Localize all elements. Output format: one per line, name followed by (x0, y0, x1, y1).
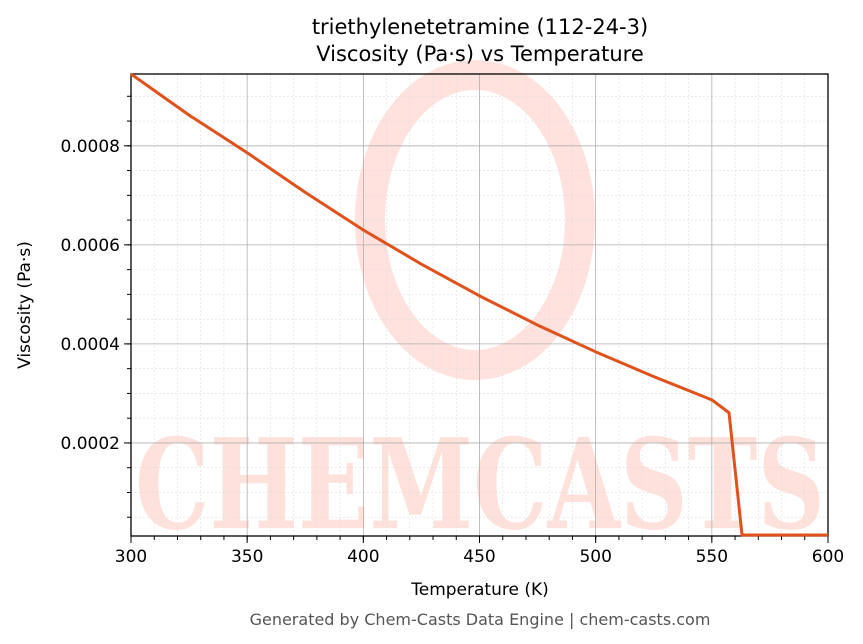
y-tick-label: 0.0002 (61, 434, 120, 454)
x-tick-label: 500 (579, 547, 611, 567)
x-tick-label: 550 (696, 547, 728, 567)
x-tick-label: 600 (812, 547, 844, 567)
x-tick-label: 350 (231, 547, 263, 567)
x-tick-label: 300 (115, 547, 147, 567)
y-tick-label: 0.0008 (61, 137, 120, 157)
axis-ticks: 300 350 400 450 500 550 600 0.0002 0.0004 0.0006 0… (61, 95, 844, 567)
x-tick-label: 400 (347, 547, 379, 567)
y-axis-label: Viscosity (Pa·s) (15, 241, 35, 369)
chemcasts-watermark: CHEMCASTS (135, 60, 825, 558)
watermark-text: CHEMCASTS (135, 412, 825, 558)
y-tick-label: 0.0006 (61, 236, 120, 256)
x-axis-label: Temperature (K) (410, 580, 549, 600)
footer-text: Generated by Chem-Casts Data Engine | ch… (250, 610, 711, 629)
chart-title: triethylenetetramine (112-24-3) (312, 15, 648, 39)
y-tick-label: 0.0004 (61, 335, 120, 355)
series-lines (130, 72, 828, 537)
x-tick-label: 450 (463, 547, 495, 567)
chart-subtitle: Viscosity (Pa·s) vs Temperature (316, 42, 644, 66)
series-line-viscosity (130, 72, 828, 537)
